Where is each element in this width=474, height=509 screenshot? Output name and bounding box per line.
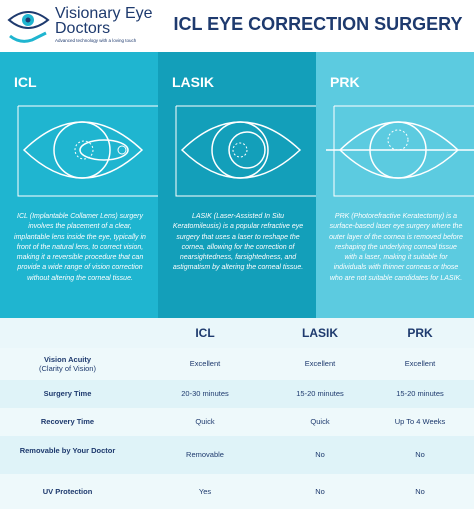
table-cell: Up To 4 Weeks [394, 417, 446, 426]
table-cell: 20-30 minutes [181, 389, 229, 398]
table-row: Removable by Your Doctor Removable No No [0, 436, 474, 474]
page-title: ICL EYE CORRECTION SURGERY [173, 14, 463, 34]
table-cell: Removable [186, 450, 224, 459]
row-label-text: Vision Acuity [43, 355, 92, 364]
procedure-name: ICL [14, 74, 37, 90]
eye-illustration [0, 102, 158, 207]
row-label: Vision Acuity (Clarity of Vision) [10, 355, 125, 373]
procedure-name: LASIK [172, 74, 214, 90]
procedure-description: LASIK (Laser-Assisted In Situ Keratomile… [172, 213, 304, 272]
procedure-description: ICL (Implantable Collamer Lens) surgery … [14, 213, 146, 282]
table-cell: 15-20 minutes [296, 389, 344, 398]
table-cell: Quick [310, 417, 330, 426]
logo-name: Visionary Eye Doctors [55, 5, 153, 37]
table-cell: Excellent [304, 359, 336, 368]
tagline: Advanced technology with a loving touch [55, 38, 137, 43]
eye-graphic [326, 105, 474, 197]
table-cell: Excellent [189, 359, 221, 368]
row-label: Recovery Time [10, 417, 125, 426]
logo-icon [7, 11, 50, 43]
table-row: Vision Acuity (Clarity of Vision) Excellen… [0, 348, 474, 380]
table-cell: Yes [198, 486, 212, 496]
procedure-column: LASIK LASIK (Laser-Assisted In Situ Kera… [158, 52, 316, 318]
table-cell: Quick [195, 417, 215, 426]
procedure-column: ICL ICL (Implantable Collamer Lens) surg… [0, 52, 158, 318]
procedure-description: PRK (Photorefractive Keratectomy) is a s… [329, 213, 463, 282]
eye-graphic [17, 105, 158, 197]
comparison-table: ICL LASIK PRK Vision Acuity (Clarity of Visi… [0, 318, 474, 509]
row-label-text: Recovery Time [40, 417, 95, 426]
row-label-text: Surgery Time [43, 389, 92, 398]
column-header: PRK [407, 326, 433, 340]
eye-graphic [175, 105, 316, 197]
procedure-column: PRK PRK (Photorefractive Keratectomy) is… [316, 52, 474, 318]
row-label: UV Protection [10, 487, 125, 496]
column-header: ICL [195, 326, 215, 340]
row-label-text: Removable by Your Doctor [19, 446, 116, 455]
row-sublabel: (Clarity of Vision) [39, 364, 96, 373]
table-cell: No [415, 486, 425, 496]
table-cell: No [315, 450, 325, 459]
table-cell: 15-20 minutes [396, 389, 444, 398]
row-label: Surgery Time [10, 389, 125, 398]
procedure-name: PRK [330, 74, 360, 90]
table-row: Surgery Time 20-30 minutes 15-20 minutes 15… [0, 380, 474, 408]
column-header: LASIK [302, 326, 338, 340]
row-label: Removable by Your Doctor [10, 446, 125, 455]
eye-illustration [316, 102, 474, 207]
table-cell: No [415, 450, 425, 459]
table-cell: No [315, 486, 325, 496]
eye-illustration [158, 102, 316, 207]
table-row: UV Protection Yes No No [0, 474, 474, 509]
table-cell: Excellent [404, 359, 436, 368]
table-row: Recovery Time Quick Quick Up To 4 Weeks [0, 408, 474, 436]
row-label-text: UV Protection [42, 486, 93, 496]
